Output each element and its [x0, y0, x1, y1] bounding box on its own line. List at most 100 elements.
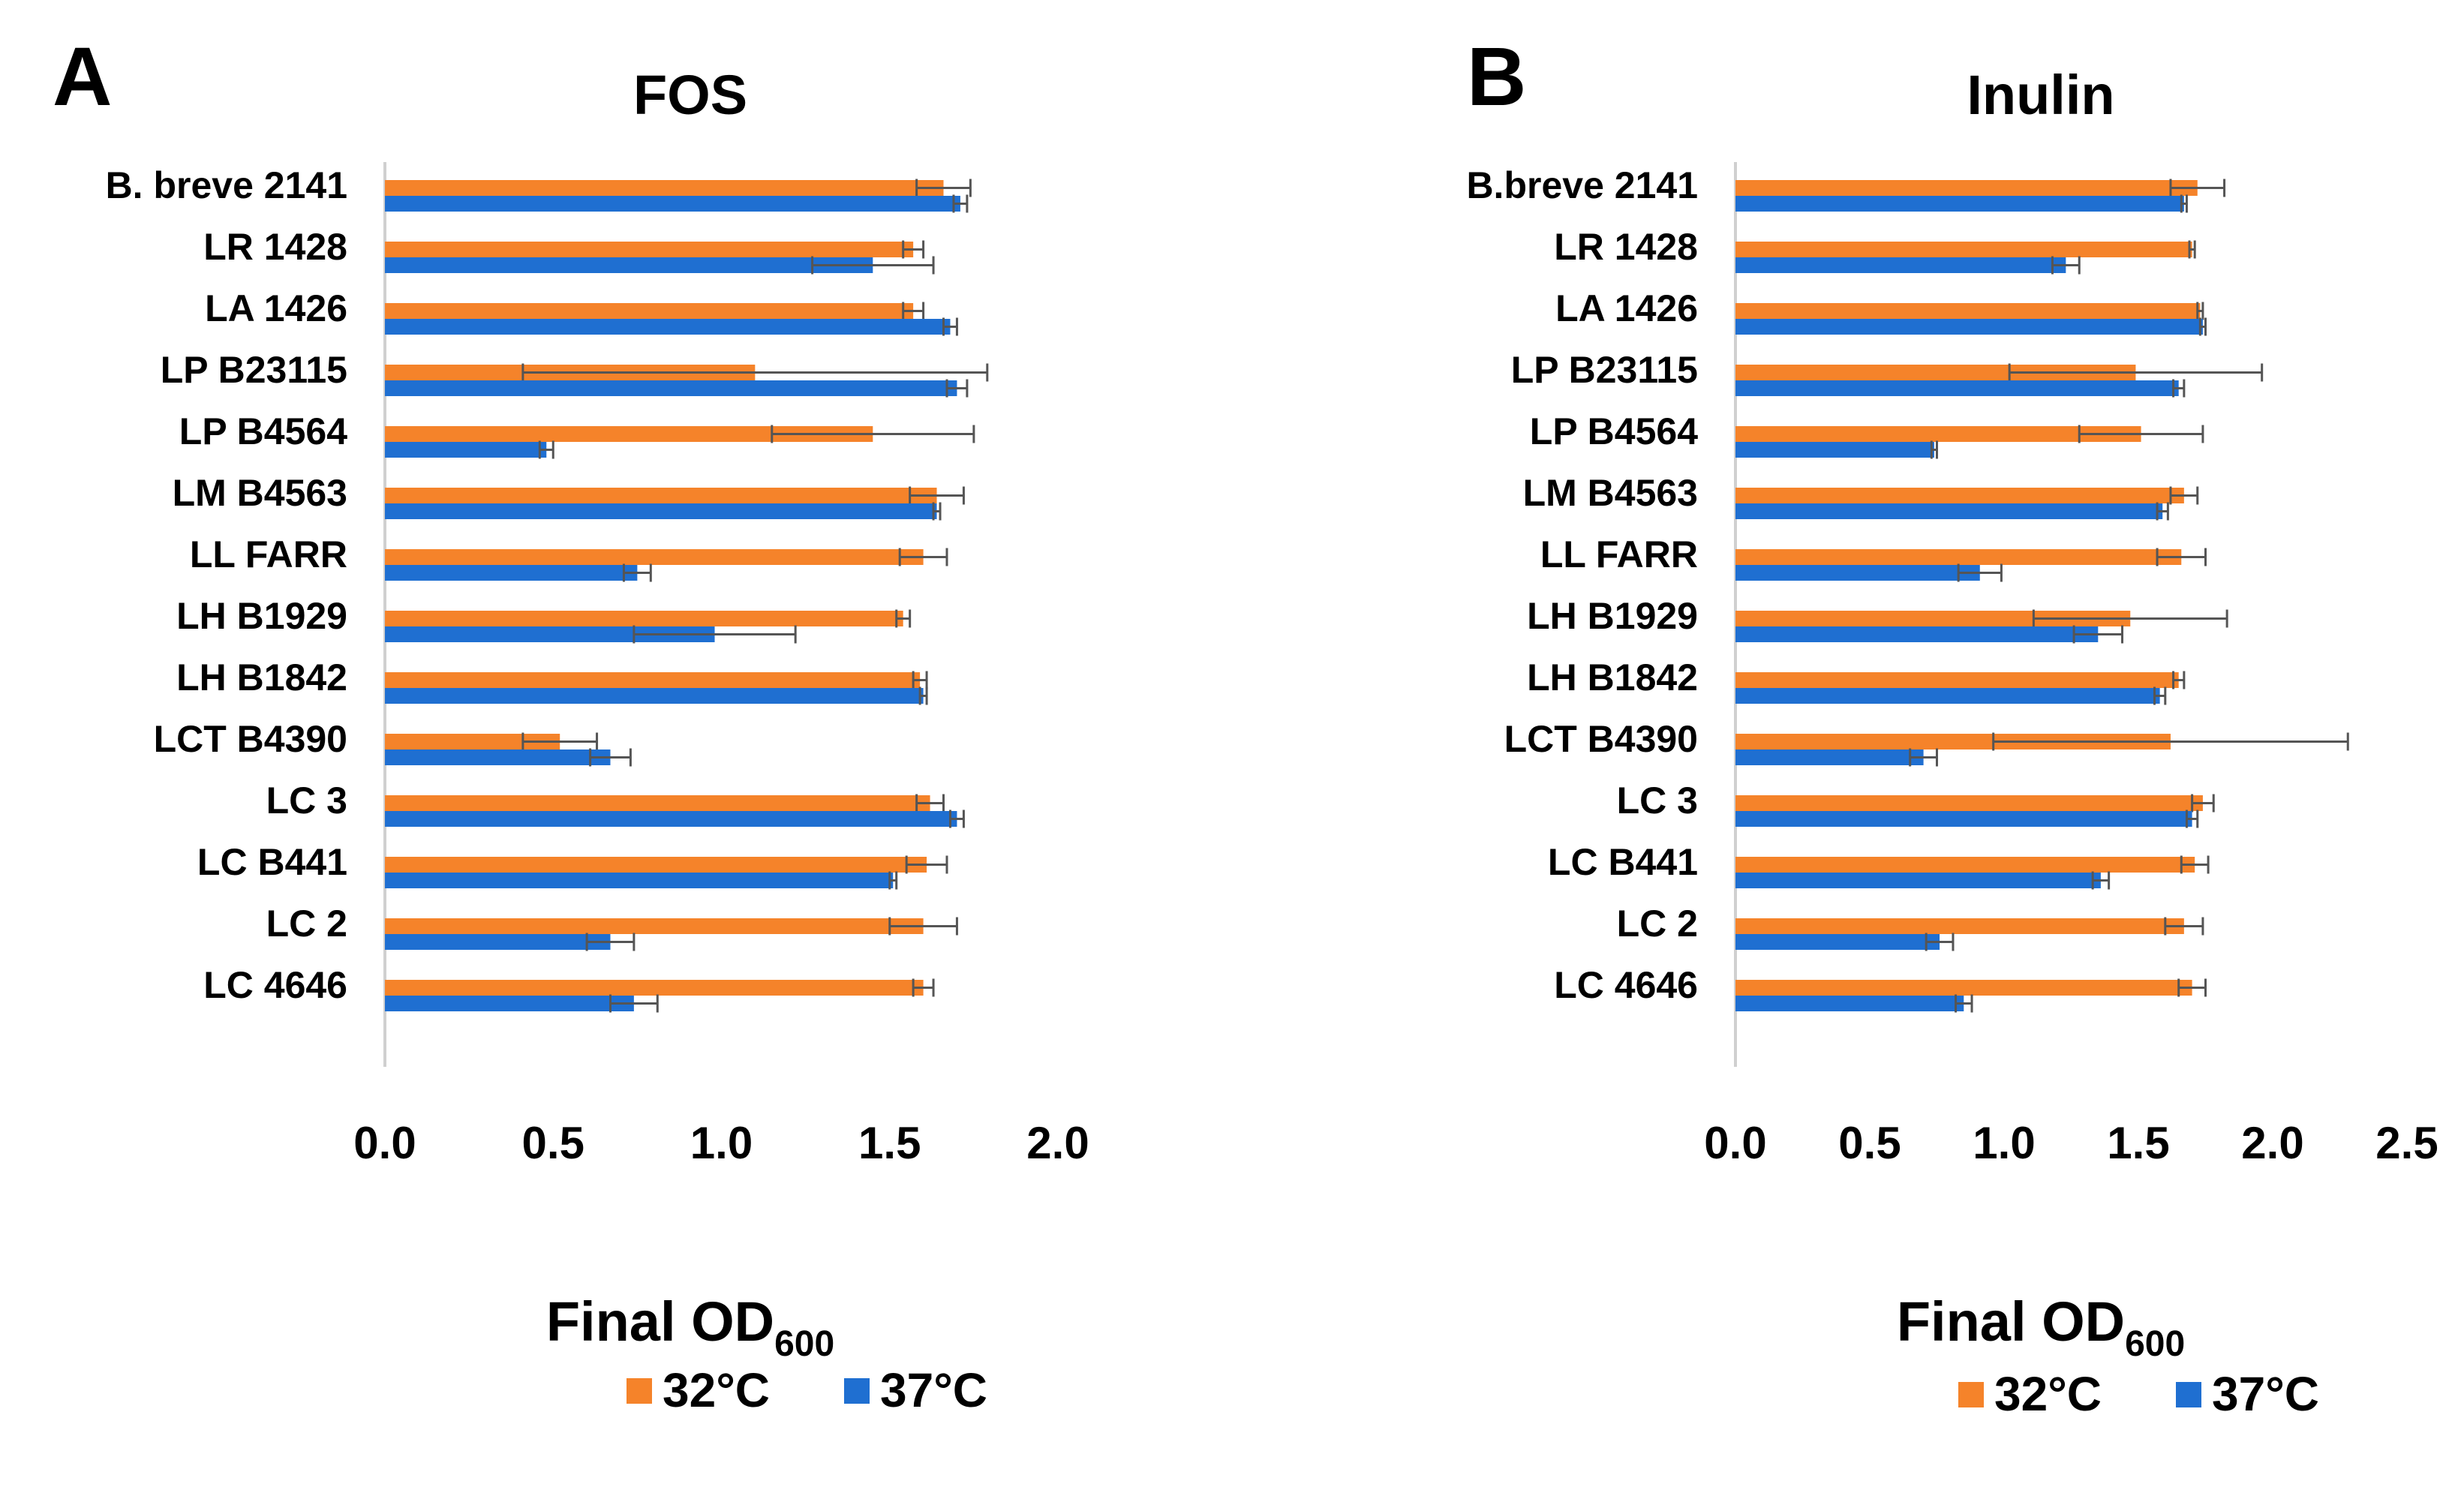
category-label: LR 1428 — [203, 226, 347, 268]
bar-32c — [1735, 549, 2182, 565]
chart-title: FOS — [633, 64, 747, 126]
category-label: LL FARR — [1540, 533, 1698, 575]
bar-37c — [1735, 319, 2203, 335]
x-tick-label: 1.5 — [858, 1118, 921, 1168]
bar-32c — [1735, 242, 2192, 257]
bar-37c — [1735, 750, 1924, 765]
bar-32c — [1735, 672, 2179, 688]
bar-37c — [1735, 380, 2179, 396]
bar-37c — [385, 380, 957, 396]
category-label: LC 2 — [266, 903, 347, 945]
category-label: LC B441 — [197, 841, 347, 883]
x-tick-label: 0.0 — [353, 1118, 416, 1168]
bar-32c — [385, 672, 921, 688]
legend-swatch-37c — [2176, 1382, 2201, 1407]
legend-label: 37°C — [2212, 1367, 2319, 1421]
bar-32c — [1735, 488, 2184, 503]
bar-32c — [385, 242, 914, 257]
bar-32c — [1735, 857, 2195, 873]
bar-37c — [1735, 565, 1980, 581]
bar-37c — [1735, 873, 2101, 888]
bar-37c — [1735, 934, 1940, 950]
bar-37c — [1735, 196, 2184, 212]
category-label: LP B23115 — [1511, 349, 1698, 391]
x-axis-label: Final OD600 — [1897, 1290, 2185, 1364]
bar-37c — [385, 257, 873, 273]
bar-32c — [385, 795, 930, 811]
bar-37c — [1735, 503, 2163, 519]
bar-32c — [1735, 365, 2136, 380]
bar-37c — [1735, 442, 1934, 458]
x-axis-label-subscript: 600 — [2125, 1324, 2185, 1364]
category-label: LM B4563 — [173, 472, 347, 514]
bar-32c — [385, 918, 924, 934]
category-label: LH B1842 — [1527, 656, 1698, 698]
category-label: LP B4564 — [1530, 410, 1698, 452]
x-tick-label: 0.5 — [1838, 1118, 1901, 1168]
bar-32c — [385, 426, 873, 442]
category-label: LC 3 — [266, 780, 347, 822]
category-label: LC 4646 — [1554, 964, 1698, 1006]
bar-37c — [385, 626, 715, 642]
bar-32c — [385, 488, 937, 503]
category-label: LA 1426 — [205, 287, 347, 329]
x-tick-label: 1.0 — [690, 1118, 753, 1168]
category-label: LC 3 — [1617, 780, 1698, 822]
bar-32c — [1735, 180, 2198, 196]
bar-37c — [385, 873, 894, 888]
legend-label: 32°C — [663, 1363, 770, 1417]
x-axis-label: Final OD600 — [546, 1290, 834, 1364]
bar-37c — [385, 934, 611, 950]
category-label: LH B1929 — [176, 595, 347, 637]
x-axis-label-main: Final OD — [546, 1290, 774, 1353]
bar-37c — [385, 442, 547, 458]
bar-32c — [385, 611, 903, 626]
bar-32c — [1735, 795, 2203, 811]
panel-b-inulin-chart: B Inulin B.breve 2141 LR 1428 LA 1426 LP B231… — [1466, 31, 2438, 1421]
bar-37c — [1735, 811, 2192, 827]
bar-32c — [1735, 426, 2141, 442]
legend-swatch-37c — [844, 1378, 870, 1404]
bar-32c — [385, 980, 924, 996]
bar-37c — [385, 996, 634, 1011]
legend-label: 32°C — [1994, 1367, 2102, 1421]
category-label: LC B441 — [1548, 841, 1698, 883]
category-label: LC 2 — [1617, 903, 1698, 945]
bar-32c — [385, 549, 924, 565]
category-label: LA 1426 — [1555, 287, 1698, 329]
x-axis-label-subscript: 600 — [774, 1324, 834, 1364]
bar-37c — [385, 565, 638, 581]
category-label: B. breve 2141 — [106, 164, 347, 206]
bar-37c — [1735, 996, 1964, 1011]
bar-32c — [1735, 918, 2184, 934]
bar-37c — [385, 503, 937, 519]
bar-37c — [385, 811, 957, 827]
panel-a-fos-chart: A FOS B. breve 2141 LR 1428 LA 1426 LP B23115… — [53, 31, 1089, 1417]
bar-32c — [1735, 611, 2131, 626]
bar-37c — [385, 688, 924, 704]
bar-37c — [1735, 626, 2099, 642]
bar-32c — [1735, 734, 2171, 750]
bar-37c — [1735, 257, 2066, 273]
category-label: LM B4563 — [1523, 472, 1698, 514]
bar-32c — [385, 303, 914, 319]
bar-37c — [385, 319, 951, 335]
x-tick-label: 2.5 — [2375, 1118, 2438, 1168]
legend-swatch-32c — [627, 1378, 652, 1404]
category-label: LC 4646 — [203, 964, 347, 1006]
x-axis-label-main: Final OD — [1897, 1290, 2125, 1353]
bar-37c — [385, 196, 960, 212]
category-label: LCT B4390 — [154, 718, 347, 760]
panel-label: A — [53, 31, 112, 123]
category-label: LL FARR — [190, 533, 347, 575]
legend-swatch-32c — [1958, 1382, 1984, 1407]
category-label: LP B23115 — [161, 349, 347, 391]
bar-32c — [385, 180, 944, 196]
bar-32c — [385, 857, 927, 873]
chart-title: Inulin — [1967, 64, 2114, 126]
bar-32c — [1735, 303, 2201, 319]
category-label: LCT B4390 — [1504, 718, 1698, 760]
category-label: LR 1428 — [1554, 226, 1698, 268]
legend-label: 37°C — [880, 1363, 987, 1417]
